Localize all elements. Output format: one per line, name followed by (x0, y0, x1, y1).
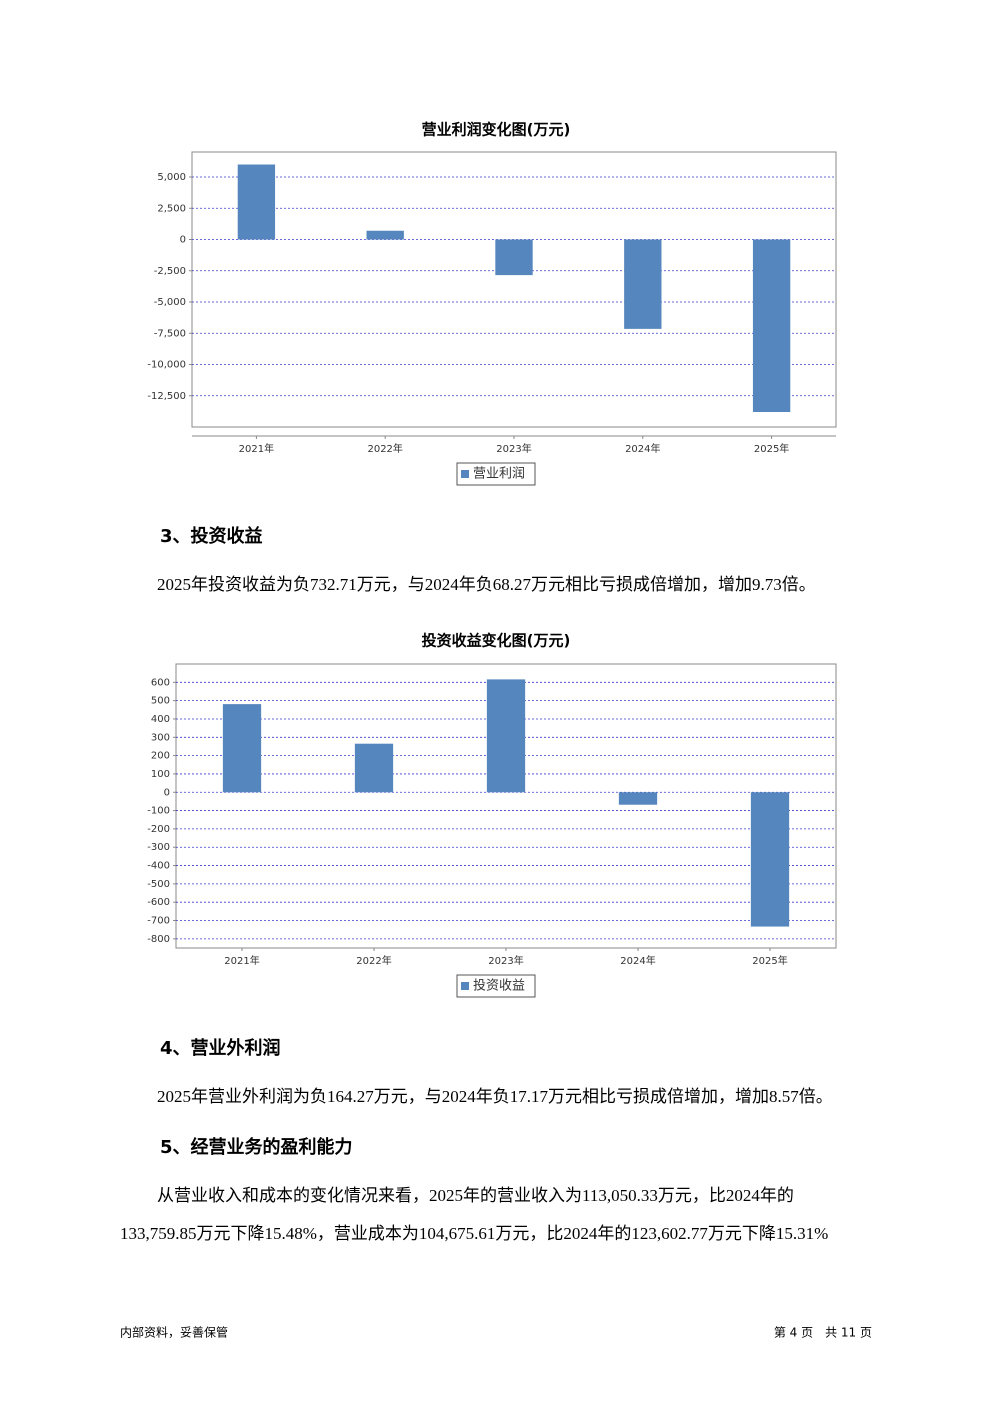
x-tick-label: 2021年 (239, 442, 274, 455)
y-tick-label: -5,000 (154, 297, 186, 308)
y-tick-label: -300 (147, 842, 170, 853)
bar (366, 230, 404, 240)
heading: 4、营业外利润 (160, 1037, 281, 1059)
x-tick-label: 2022年 (356, 954, 391, 967)
bar (750, 792, 790, 927)
bar (624, 239, 662, 329)
legend-label: 营业利润 (473, 467, 525, 482)
bar (222, 704, 262, 793)
bar (618, 792, 658, 805)
bar (354, 743, 394, 793)
footer-left: 内部资料，妥善保管 (120, 1325, 228, 1340)
heading: 3、投资收益 (160, 525, 263, 547)
y-tick-label: 0 (180, 235, 186, 246)
legend-swatch (461, 470, 469, 478)
y-tick-label: -2,500 (154, 266, 186, 277)
y-tick-label: 200 (151, 751, 170, 762)
y-tick-label: -100 (147, 806, 170, 817)
y-tick-label: 0 (164, 787, 170, 798)
y-tick-label: 100 (151, 769, 170, 780)
y-tick-label: -700 (147, 916, 170, 927)
y-tick-label: -200 (147, 824, 170, 835)
legend-swatch (461, 982, 469, 990)
x-tick-label: 2022年 (367, 442, 402, 455)
x-tick-label: 2025年 (752, 954, 787, 967)
paragraph: 2025年投资收益为负732.71万元，与2024年负68.27万元相比亏损成倍… (157, 575, 816, 594)
legend-box (456, 974, 536, 998)
x-tick-label: 2025年 (754, 442, 789, 455)
heading: 5、经营业务的盈利能力 (160, 1136, 353, 1158)
footer-right: 第 4 页 共 11 页 (774, 1326, 872, 1340)
y-tick-label: 300 (151, 732, 170, 743)
x-tick-label: 2023年 (488, 954, 523, 967)
y-tick-label: 400 (151, 714, 170, 725)
bar (752, 239, 791, 412)
paragraph: 从营业收入和成本的变化情况来看，2025年的营业收入为113,050.33万元，… (157, 1186, 794, 1205)
chart-title: 投资收益变化图(万元) (422, 632, 571, 650)
bar (237, 164, 276, 240)
x-tick-label: 2024年 (625, 442, 660, 455)
y-tick-label: -7,500 (154, 328, 186, 339)
y-tick-label: 600 (151, 677, 170, 688)
y-tick-label: 2,500 (157, 203, 186, 214)
y-tick-label: -800 (147, 934, 170, 945)
x-tick-label: 2023年 (496, 442, 531, 455)
x-tick-label: 2021年 (224, 954, 259, 967)
y-tick-label: -400 (147, 861, 170, 872)
plot-area (191, 151, 837, 428)
chart-title: 营业利润变化图(万元) (422, 121, 571, 139)
legend-label: 投资收益 (473, 978, 525, 994)
y-tick-label: 5,000 (157, 172, 186, 183)
paragraph: 133,759.85万元下降15.48%，营业成本为104,675.61万元，比… (120, 1224, 828, 1243)
bar (486, 679, 526, 793)
bar (495, 239, 533, 276)
y-tick-label: -600 (147, 897, 170, 908)
y-tick-label: -500 (147, 879, 170, 890)
paragraph: 2025年营业外利润为负164.27万元，与2024年负17.17万元相比亏损成… (157, 1087, 833, 1106)
y-tick-label: -12,500 (147, 391, 186, 402)
x-tick-label: 2024年 (620, 954, 655, 967)
legend-box (456, 462, 536, 486)
y-tick-label: 500 (151, 696, 170, 707)
y-tick-label: -10,000 (147, 360, 186, 371)
